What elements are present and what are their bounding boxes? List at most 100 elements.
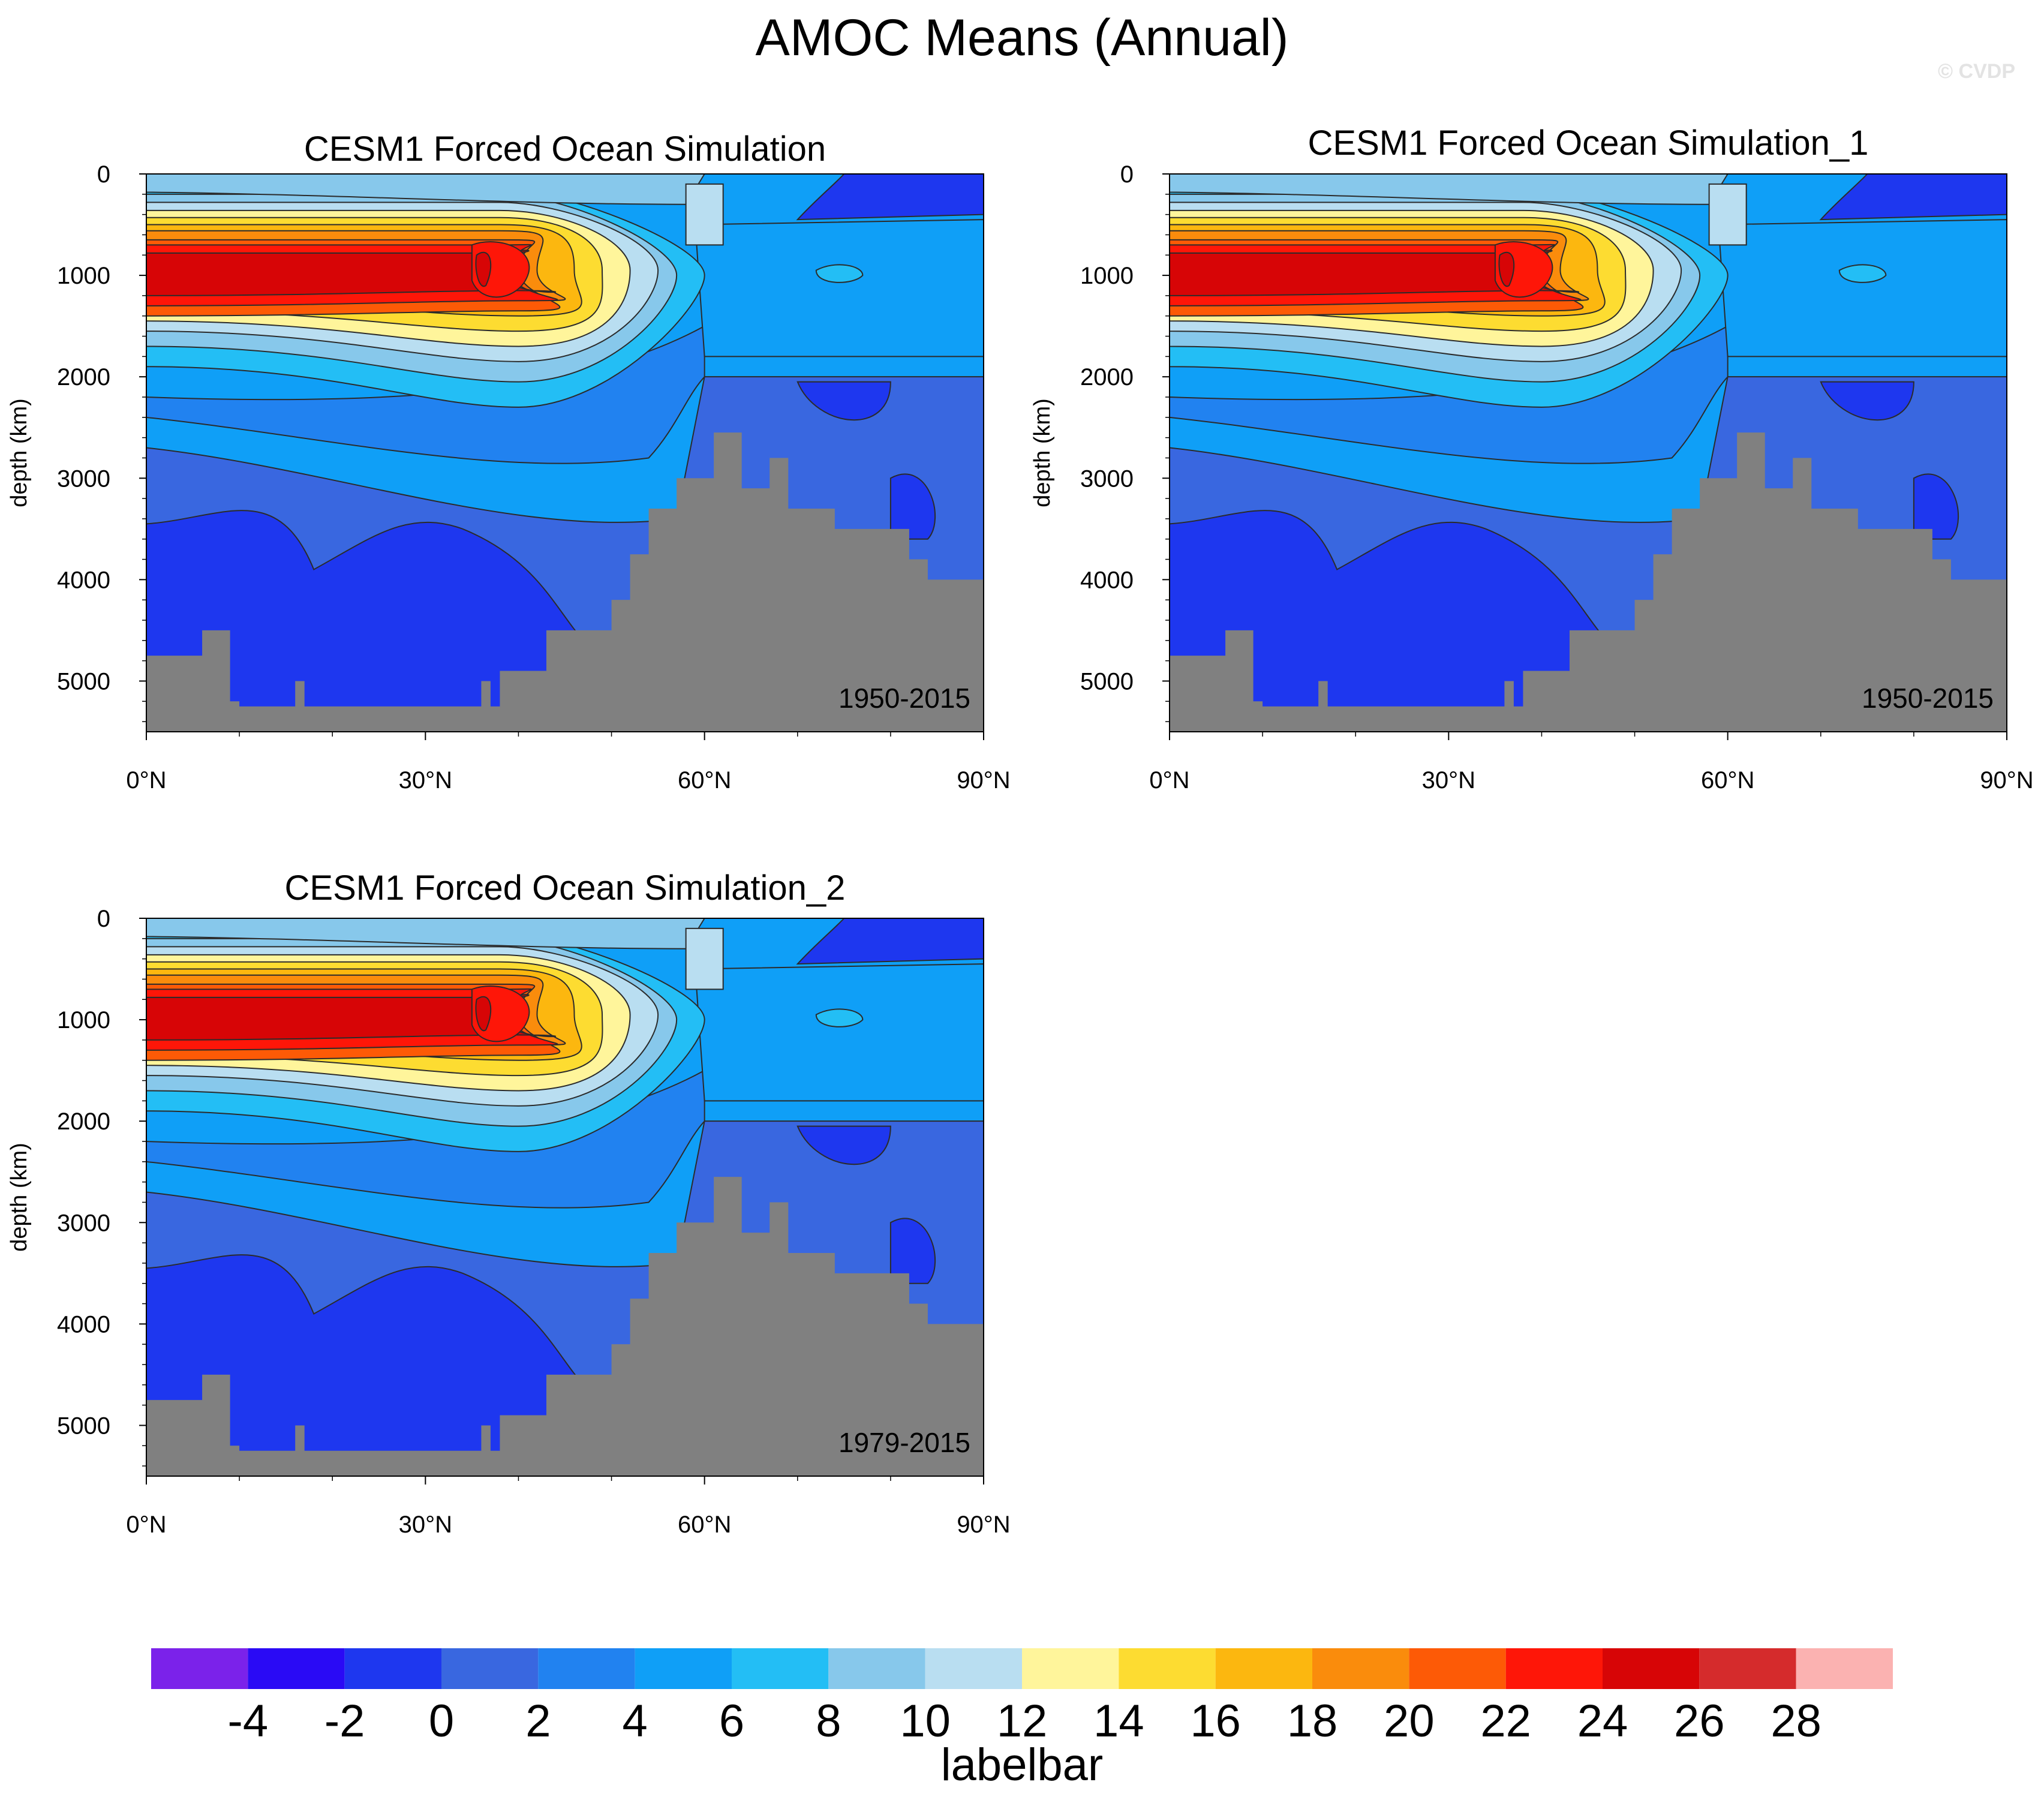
contour-level-26 <box>475 251 492 287</box>
x-tick-label: 60°N <box>678 1511 731 1538</box>
y-tick-label: 4000 <box>1080 567 1134 593</box>
labelbar-tick-label: 26 <box>1674 1696 1725 1747</box>
labelbar-title: labelbar <box>941 1739 1103 1790</box>
labelbar-swatch <box>925 1648 1022 1689</box>
labelbar-swatch <box>344 1648 441 1689</box>
labelbar-tick-label: 0 <box>429 1696 454 1747</box>
labelbar-tick-label: 20 <box>1384 1696 1435 1747</box>
contour-level-8 <box>815 1008 864 1027</box>
y-tick-label: 4000 <box>57 1311 110 1338</box>
plot-frame <box>1169 173 2007 732</box>
labelbar-tick-label: 12 <box>997 1696 1048 1747</box>
bathymetry-land <box>146 432 984 732</box>
labelbar-tick-label: 14 <box>1093 1696 1144 1747</box>
x-tick-label: 90°N <box>957 767 1010 794</box>
labelbar-swatch <box>1409 1648 1506 1689</box>
labelbar-tick-label: 4 <box>623 1696 648 1747</box>
x-tick-label: 30°N <box>1422 767 1475 794</box>
y-tick-label: 0 <box>1120 161 1134 188</box>
chart-panel-2: CESM1 Forced Ocean Simulation_1 0 1000 2000… <box>1030 124 2034 794</box>
panel-title: CESM1 Forced Ocean Simulation_1 <box>1308 124 1869 163</box>
labelbar-swatch <box>828 1648 925 1689</box>
bathymetry-land <box>146 1177 984 1476</box>
labelbar-swatch <box>1022 1648 1119 1689</box>
watermark: © CVDP <box>1938 60 2015 83</box>
contour-level-12 <box>1708 183 1747 246</box>
contour-level-0 <box>146 1254 585 1476</box>
panel-title: CESM1 Forced Ocean Simulation_2 <box>285 869 846 907</box>
contour-field <box>146 918 984 1476</box>
x-tick-label: 90°N <box>957 1511 1010 1538</box>
labelbar-tick-label: 8 <box>816 1696 841 1747</box>
y-tick-label: 2000 <box>1080 364 1134 390</box>
labelbar-swatch <box>1215 1648 1312 1689</box>
contour-level-0 <box>796 381 891 421</box>
contour-level-0 <box>796 174 984 221</box>
contour-level-6 <box>1718 219 2007 357</box>
y-axis-label: depth (km) <box>1030 398 1055 507</box>
labelbar-tick-label: 6 <box>719 1696 744 1747</box>
labelbar-tick-label: -2 <box>324 1696 365 1747</box>
chart-panel-1: CESM1 Forced Ocean Simulation 0 1000 2000 30… <box>7 130 1011 794</box>
contour-level-0 <box>889 473 936 540</box>
labelbar-swatch <box>248 1648 345 1689</box>
contour-level-26 <box>1498 251 1515 287</box>
contour-level-0 <box>1170 510 1608 732</box>
labelbar-swatch <box>1119 1648 1216 1689</box>
y-tick-label: 1000 <box>57 1007 110 1033</box>
y-axis-label: depth (km) <box>7 1143 32 1252</box>
contour-level-8 <box>815 264 864 283</box>
contour-level-10 <box>1170 174 1729 205</box>
bathymetry-land <box>1170 432 2007 732</box>
contour-level-0 <box>1820 381 1914 421</box>
y-tick-label: 3000 <box>57 465 110 492</box>
contour-level-0 <box>1913 473 1959 540</box>
labelbar-tick-label: 24 <box>1577 1696 1628 1747</box>
period-label: 1979-2015 <box>838 1427 970 1458</box>
x-tick-label: 0°N <box>126 1511 166 1538</box>
x-tick-label: 0°N <box>1149 767 1189 794</box>
y-tick-label: 3000 <box>1080 465 1134 492</box>
contour-level-6 <box>695 963 984 1102</box>
y-axis-label: depth (km) <box>7 398 32 507</box>
labelbar-swatch <box>732 1648 829 1689</box>
contour-level-0 <box>889 1218 936 1284</box>
labelbar-swatch <box>1699 1648 1796 1689</box>
labelbar-tick-label: 10 <box>900 1696 951 1747</box>
contour-level-0 <box>796 918 984 965</box>
x-tick-label: 90°N <box>1980 767 2033 794</box>
chart-panel-3: CESM1 Forced Ocean Simulation_2 0 1000 2000… <box>7 869 1011 1538</box>
contour-level-26 <box>475 996 492 1032</box>
contour-level-8 <box>1838 264 1887 283</box>
labelbar-tick-label: 18 <box>1287 1696 1338 1747</box>
contour-level-0 <box>1819 174 2007 221</box>
labelbar-swatch <box>1505 1648 1603 1689</box>
x-tick-label: 60°N <box>678 767 731 794</box>
labelbar-swatch <box>1603 1648 1700 1689</box>
plot-frame <box>146 918 984 1477</box>
contour-level-10 <box>146 918 705 949</box>
contour-field <box>1170 174 2007 732</box>
contour-level-6 <box>695 219 984 357</box>
contour-level-12 <box>685 183 724 246</box>
y-tick-label: 5000 <box>1080 668 1134 695</box>
y-tick-label: 1000 <box>1080 263 1134 289</box>
y-tick-label: 2000 <box>57 364 110 390</box>
labelbar-tick-label: 28 <box>1771 1696 1821 1747</box>
x-tick-label: 0°N <box>126 767 166 794</box>
x-tick-label: 60°N <box>1701 767 1754 794</box>
labelbar-tick-label: 16 <box>1190 1696 1241 1747</box>
labelbar-swatch <box>635 1648 732 1689</box>
plot-frame <box>146 173 984 732</box>
labelbar-tick-label: -4 <box>228 1696 269 1747</box>
y-tick-label: 1000 <box>57 263 110 289</box>
contour-field <box>146 174 984 732</box>
panel-title: CESM1 Forced Ocean Simulation <box>304 130 826 169</box>
contour-level-12 <box>685 927 724 990</box>
y-tick-label: 4000 <box>57 567 110 593</box>
x-tick-label: 30°N <box>399 767 452 794</box>
labelbar-swatch <box>151 1648 248 1689</box>
labelbar: -4 -2 0 2 4 6 8 10 12 14 16 18 20 22 24 26 28 labelbar <box>151 1648 1893 1790</box>
y-tick-label: 5000 <box>57 1413 110 1439</box>
